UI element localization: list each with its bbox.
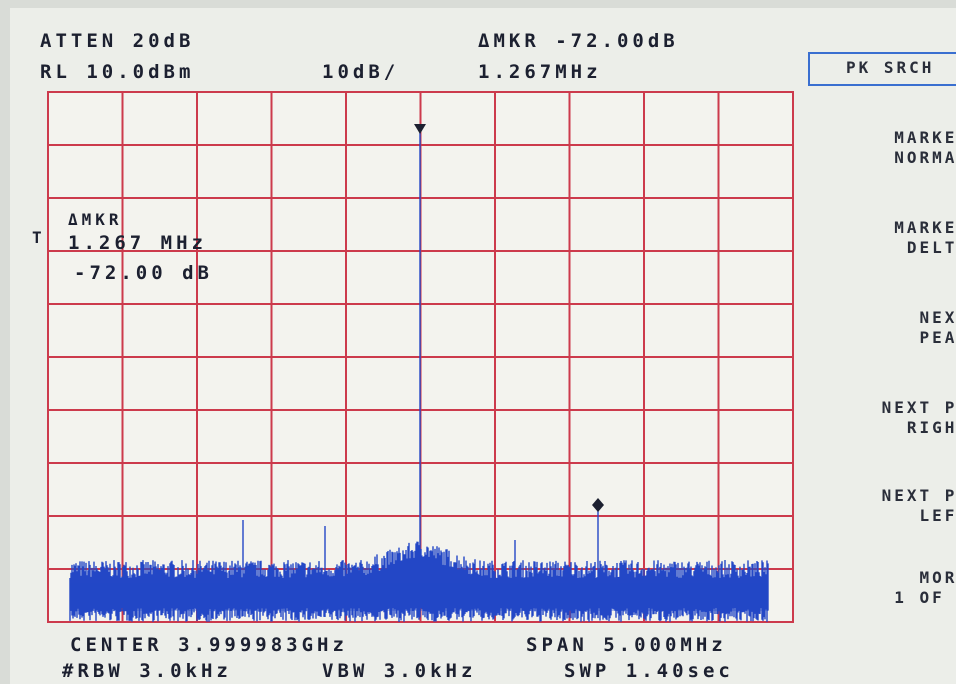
center: CENTER 3.999983GHz [70, 634, 348, 656]
marker-freq: 1.267 MHz [68, 232, 207, 254]
softkey[interactable]: MORE1 OF 2 [820, 568, 956, 608]
softkey-line: MARKER [820, 128, 956, 148]
page: {"header": {"atten": "ATTEN 20dB", "ref_… [0, 0, 956, 684]
softkey-line: DELTA [820, 238, 956, 258]
softkey-line: MORE [820, 568, 956, 588]
softkey-line: NEXT [820, 308, 956, 328]
rbw: #RBW 3.0kHz [62, 660, 232, 682]
softkey-line: MARKER [820, 218, 956, 238]
ref-level: RL 10.0dBm [40, 61, 194, 83]
marker-level: -72.00 dB [74, 262, 213, 284]
trigger-flag: T [32, 228, 46, 247]
noise-band [70, 583, 768, 611]
softkey-line: PEAK [820, 328, 956, 348]
softkey[interactable]: NEXTPEAK [820, 308, 956, 348]
softkey[interactable]: NEXT PKRIGHT [820, 398, 956, 438]
softkey-line: LEFT [820, 506, 956, 526]
softkey-line: 1 OF 2 [820, 588, 956, 608]
softkey-line: RIGHT [820, 418, 956, 438]
softkey[interactable]: MARKERDELTA [820, 218, 956, 258]
scale: 10dB/ [322, 61, 399, 83]
marker-label: ΔMKR [68, 210, 123, 229]
delta-marker: ΔMKR -72.00dB [478, 30, 679, 52]
softkey[interactable]: NEXT PKLEFT [820, 486, 956, 526]
analyzer-screen: ATTEN 20dB RL 10.0dBm 10dB/ ΔMKR -72.00d… [10, 8, 956, 684]
softkey-line: NEXT PK [820, 398, 956, 418]
display [10, 8, 956, 684]
softkey-line: NEXT PK [820, 486, 956, 506]
atten: ATTEN 20dB [40, 30, 194, 52]
vbw: VBW 3.0kHz [322, 660, 476, 682]
softkey-line: NORMAL [820, 148, 956, 168]
span: SPAN 5.000MHz [526, 634, 727, 656]
sweep: SWP 1.40sec [564, 660, 734, 682]
delta-freq: 1.267MHz [478, 61, 602, 83]
softkey[interactable]: MARKERNORMAL [820, 128, 956, 168]
softkey-line: PK SRCH [846, 58, 956, 78]
softkey[interactable]: PK SRCH [846, 58, 956, 78]
